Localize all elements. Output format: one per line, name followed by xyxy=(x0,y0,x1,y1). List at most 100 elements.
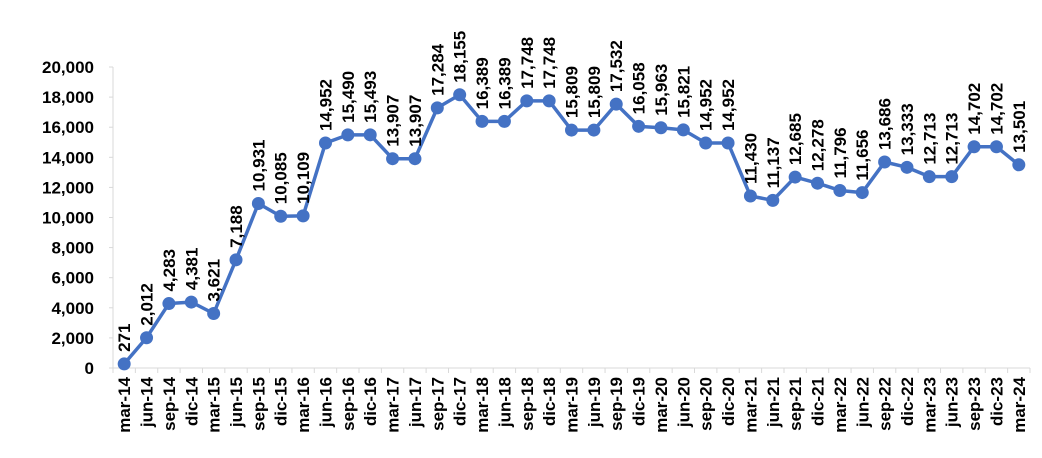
x-tick-label: mar-15 xyxy=(205,377,224,433)
x-tick-label: jun-22 xyxy=(853,377,872,428)
data-point xyxy=(788,170,802,184)
data-point xyxy=(922,170,936,184)
data-point xyxy=(453,88,467,102)
data-label: 10,931 xyxy=(249,139,268,191)
y-tick-label: 4,000 xyxy=(51,299,94,318)
y-tick-label: 10,000 xyxy=(42,209,94,228)
data-point xyxy=(117,357,131,371)
x-tick-label: jun-20 xyxy=(674,377,693,428)
data-point xyxy=(207,307,221,321)
x-tick-label: mar-24 xyxy=(1010,376,1029,432)
data-point xyxy=(900,160,914,174)
x-axis: mar-14 jun-14 sep-14 dic-14 mar-15 jun-15 sep-… xyxy=(112,367,1031,433)
data-point xyxy=(766,193,780,207)
x-tick-label: dic-16 xyxy=(361,377,380,426)
x-tick-label: jun-18 xyxy=(495,377,514,428)
data-label: 4,283 xyxy=(160,249,179,292)
x-tick-label: jun-19 xyxy=(585,377,604,428)
data-label: 12,713 xyxy=(920,113,939,165)
data-point xyxy=(609,97,623,111)
data-label: 11,430 xyxy=(741,133,760,184)
data-point xyxy=(408,152,422,166)
x-tick-label: dic-23 xyxy=(987,377,1006,426)
x-tick-label: sep-18 xyxy=(518,377,537,431)
x-tick-label: sep-15 xyxy=(249,377,268,431)
data-point xyxy=(833,183,847,197)
data-point xyxy=(676,123,690,137)
data-point xyxy=(251,196,265,210)
x-tick-label: jun-16 xyxy=(316,377,335,428)
data-label: 10,085 xyxy=(272,152,291,204)
x-tick-label: mar-17 xyxy=(384,377,403,433)
data-point xyxy=(654,121,668,135)
x-tick-label: jun-17 xyxy=(406,377,425,428)
data-point xyxy=(967,140,981,154)
data-point xyxy=(945,170,959,184)
data-label: 16,389 xyxy=(473,57,492,109)
x-tick-label: jun-15 xyxy=(227,377,246,428)
x-tick-label: dic-20 xyxy=(719,377,738,426)
x-tick-label: mar-18 xyxy=(473,377,492,433)
data-label: 13,333 xyxy=(898,103,917,155)
y-tick-label: 12,000 xyxy=(42,178,94,197)
data-label: 15,493 xyxy=(361,71,380,123)
data-point xyxy=(274,209,288,223)
data-label: 271 xyxy=(115,324,134,352)
series-line-group xyxy=(117,88,1026,371)
x-tick-label: mar-20 xyxy=(652,377,671,433)
x-tick-label: dic-18 xyxy=(540,377,559,426)
data-point xyxy=(296,209,310,223)
data-label: 17,748 xyxy=(540,37,559,89)
data-label: 14,702 xyxy=(987,83,1006,135)
x-tick-label: mar-19 xyxy=(563,377,582,433)
data-label: 14,952 xyxy=(719,79,738,131)
x-tick-label: dic-14 xyxy=(182,376,201,426)
data-point xyxy=(542,94,556,108)
data-label: 12,685 xyxy=(786,113,805,165)
x-tick-label: jun-14 xyxy=(138,376,157,428)
data-point xyxy=(565,123,578,137)
x-tick-label: dic-21 xyxy=(809,377,828,426)
data-point xyxy=(743,189,757,203)
x-tick-label: sep-21 xyxy=(786,377,805,431)
data-label: 15,963 xyxy=(652,64,671,116)
y-tick-label: 0 xyxy=(85,359,94,378)
x-tick-label: sep-20 xyxy=(697,377,716,431)
x-tick-label: jun-23 xyxy=(943,377,962,428)
y-tick-label: 14,000 xyxy=(42,148,94,167)
data-label: 2,012 xyxy=(138,283,157,326)
data-label: 17,284 xyxy=(428,43,447,96)
data-label: 17,532 xyxy=(607,40,626,92)
data-label: 12,713 xyxy=(943,113,962,165)
data-point xyxy=(1012,158,1026,172)
data-point xyxy=(811,176,825,190)
data-label: 10,109 xyxy=(294,152,313,204)
y-tick-label: 16,000 xyxy=(42,118,94,137)
y-tick-label: 8,000 xyxy=(51,239,94,258)
data-label: 15,809 xyxy=(585,66,604,118)
data-point xyxy=(587,123,601,137)
y-tick-label: 18,000 xyxy=(42,88,94,107)
data-label: 13,907 xyxy=(384,95,403,147)
data-label: 13,501 xyxy=(1010,101,1029,153)
data-label: 16,058 xyxy=(630,62,649,114)
data-point xyxy=(363,128,377,142)
data-point xyxy=(318,136,332,150)
x-tick-label: mar-22 xyxy=(831,377,850,433)
x-tick-label: dic-17 xyxy=(451,377,470,426)
x-tick-label: sep-22 xyxy=(876,377,895,431)
data-label: 13,686 xyxy=(876,98,895,150)
data-point xyxy=(475,114,489,128)
y-axis: 0 2,000 4,000 6,000 8,000 10,000 12,000 14,000 1… xyxy=(42,58,114,378)
x-tick-label: sep-16 xyxy=(339,377,358,431)
data-point xyxy=(878,155,892,169)
data-label: 15,490 xyxy=(339,71,358,123)
x-tick-label: dic-15 xyxy=(272,377,291,426)
data-point xyxy=(386,152,400,166)
data-point xyxy=(699,136,713,150)
data-point xyxy=(430,101,444,115)
data-label: 4,381 xyxy=(182,248,201,291)
data-label: 11,137 xyxy=(764,137,783,188)
